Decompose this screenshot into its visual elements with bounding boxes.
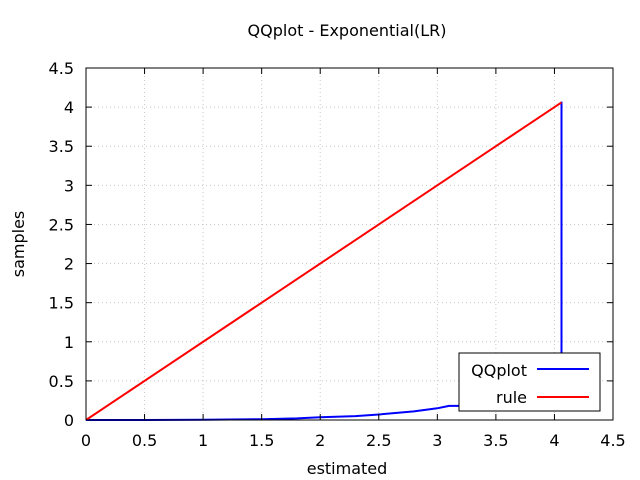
y-tick-label: 1.5 bbox=[49, 294, 74, 313]
y-axis: 0 0.5 1 1.5 2 2.5 3 3.5 4 4.5 bbox=[49, 59, 613, 430]
series-line-rule bbox=[85, 101, 563, 421]
grid bbox=[86, 68, 613, 420]
y-tick-label: 3.5 bbox=[49, 137, 74, 156]
legend: QQplot rule bbox=[458, 352, 601, 412]
y-tick-label: 4 bbox=[64, 98, 74, 117]
y-tick-label: 2.5 bbox=[49, 215, 74, 234]
x-tick-label: 0.5 bbox=[132, 431, 157, 450]
legend-label-rule: rule bbox=[496, 388, 527, 407]
plot-frame bbox=[85, 67, 614, 421]
y-tick-label: 1 bbox=[64, 333, 74, 352]
x-tick-label: 4 bbox=[549, 431, 559, 450]
x-tick-label: 0 bbox=[81, 431, 91, 450]
x-axis-label: estimated bbox=[307, 459, 388, 478]
x-tick-label: 1.5 bbox=[249, 431, 274, 450]
x-tick-label: 2.5 bbox=[366, 431, 391, 450]
y-tick-label: 4.5 bbox=[49, 59, 74, 78]
legend-label-qqplot: QQplot bbox=[471, 361, 527, 380]
x-tick-label: 2 bbox=[315, 431, 325, 450]
y-tick-label: 0 bbox=[64, 411, 74, 430]
y-tick-label: 2 bbox=[64, 255, 74, 274]
y-tick-label: 0.5 bbox=[49, 372, 74, 391]
x-tick-label: 1 bbox=[198, 431, 208, 450]
chart-title: QQplot - Exponential(LR) bbox=[248, 21, 447, 40]
y-axis-label: samples bbox=[9, 211, 28, 278]
y-tick-label: 3 bbox=[64, 176, 74, 195]
x-axis: 0 0.5 1 1.5 2 2.5 3 3.5 4 4.5 bbox=[81, 68, 626, 450]
x-tick-label: 3.5 bbox=[483, 431, 508, 450]
legend-box bbox=[458, 352, 601, 412]
x-tick-label: 3 bbox=[432, 431, 442, 450]
x-tick-label: 4.5 bbox=[600, 431, 625, 450]
